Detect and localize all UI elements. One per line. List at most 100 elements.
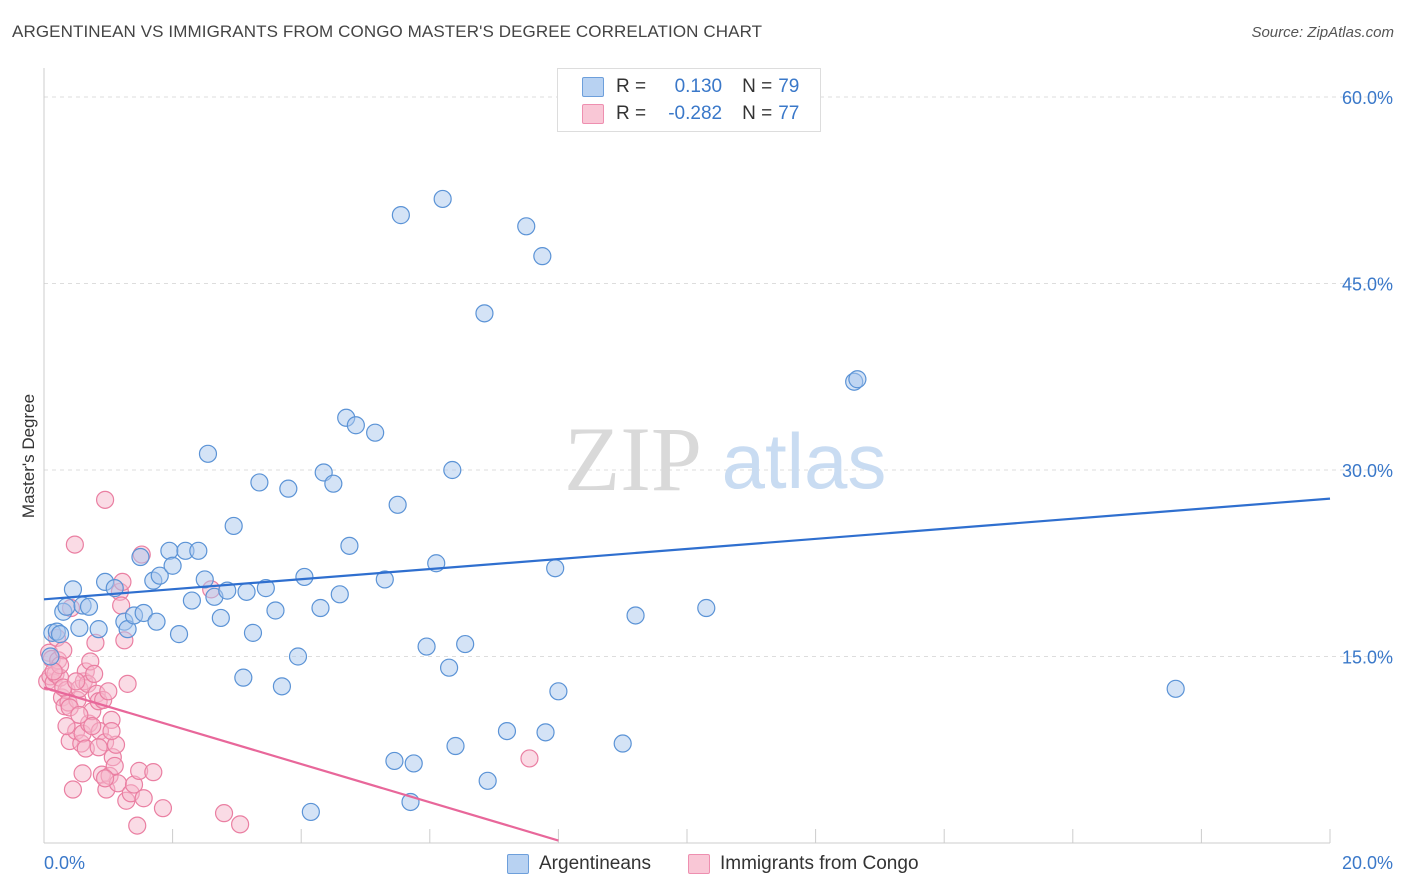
argentinean-point [375,570,394,589]
bottom-legend-congo: Immigrants from Congo [688,852,919,876]
legend-r-label: R = [616,103,647,124]
argentinean-point [243,623,263,642]
tick-labels: 15.0% 30.0% 45.0% 60.0% 0.0% 20.0% [44,88,1393,873]
argentinean-point [311,598,330,618]
argentinean-trend-line [43,497,1331,601]
congo-point [83,717,102,736]
argentinean-points [41,189,1185,822]
argentinean-point [517,217,536,236]
argentinean-point [324,474,343,493]
argentinean-point [57,597,76,616]
argentinean-point [433,189,452,209]
y-tick-label: 45.0% [1342,275,1393,295]
congo-point [134,789,153,808]
argentinean-point [89,620,108,639]
congo-point [57,717,76,736]
congo-point [105,756,124,776]
watermark-atlas: atlas [722,417,887,505]
legend-r-value: 0.130 [674,76,723,97]
argentinean-point [50,625,70,644]
argentinean-point [533,247,552,266]
argentinean-point [224,516,243,536]
congo-point [70,705,89,725]
argentinean-point [160,541,179,560]
legend-row-congo: R = -0.282 N = 77 [582,101,799,127]
congo-point [231,815,250,834]
congo-point [520,749,539,768]
argentinean-point [272,677,292,696]
argentinean-point [497,721,517,741]
congo-point [153,799,173,818]
bottom-legend-label: Argentineans [539,853,651,874]
congo-point [95,769,115,788]
argentinean-point [163,556,182,575]
argentinean-point [340,536,359,555]
legend-n-label: N = [742,76,773,97]
argentinean-point [478,771,497,790]
congo-point [214,804,234,823]
congo-point [73,764,92,783]
argentinean-point [295,567,314,587]
trend-lines [43,497,1331,842]
argentinean-point [549,682,568,701]
legend-n-label: N = [742,103,773,124]
congo-point [67,672,86,691]
argentinean-point [41,647,60,666]
congo-points [38,490,539,835]
argentinean-point [70,618,89,638]
argentinean-point [546,559,565,578]
legend-n-value: 79 [778,76,800,97]
argentinean-point [279,479,298,498]
argentinean-point [250,473,269,492]
congo-point [85,664,104,684]
argentinean-point [182,591,201,610]
argentinean-point [439,658,459,677]
congo-point [99,682,118,701]
grid-lines [44,96,1392,657]
argentinean-point [446,736,465,756]
argentinean-point [63,580,83,599]
argentinean-point [613,734,632,753]
argentinean-point [301,802,320,822]
argentinean-point [697,598,716,618]
legend-row-argentineans: R = 0.130 N = 79 [582,74,799,100]
argentinean-point [346,416,365,435]
congo-point [63,780,83,799]
congo-point [144,763,163,782]
argentinean-point [237,582,256,601]
congo-point [128,816,147,835]
legend-n-value: 77 [778,103,800,124]
source-label: Source: ZipAtlas.com [1251,24,1394,41]
argentinean-point [391,206,410,225]
congo-point [44,662,63,681]
argentinean-point [1166,679,1185,698]
argentinean-point [288,647,308,666]
argentinean-point [848,370,867,389]
watermark-zip: ZIP [564,408,702,510]
x-tick-label-min: 0.0% [44,853,85,873]
bottom-swatch-blue [507,854,529,874]
argentinean-point [234,668,253,687]
axes [43,68,1331,844]
legend-swatch-pink [582,104,604,124]
y-tick-label: 60.0% [1342,88,1393,108]
argentinean-point [150,566,169,585]
argentinean-point [536,723,555,742]
bottom-legend-label: Immigrants from Congo [720,853,919,874]
congo-point [89,738,108,757]
argentinean-point [385,751,404,771]
congo-point [95,490,115,509]
legend-r-value: -0.282 [668,103,723,124]
argentinean-point [404,754,423,773]
argentinean-point [443,460,462,480]
y-tick-label: 15.0% [1342,648,1393,668]
bottom-swatch-pink [688,854,710,874]
argentinean-point [211,608,230,628]
argentinean-point [147,612,166,631]
bottom-legend-argentineans: Argentineans [507,852,651,876]
argentinean-point [330,585,349,604]
argentinean-point [475,304,494,323]
y-axis-label: Master's Degree [19,394,38,518]
argentinean-point [456,634,475,654]
